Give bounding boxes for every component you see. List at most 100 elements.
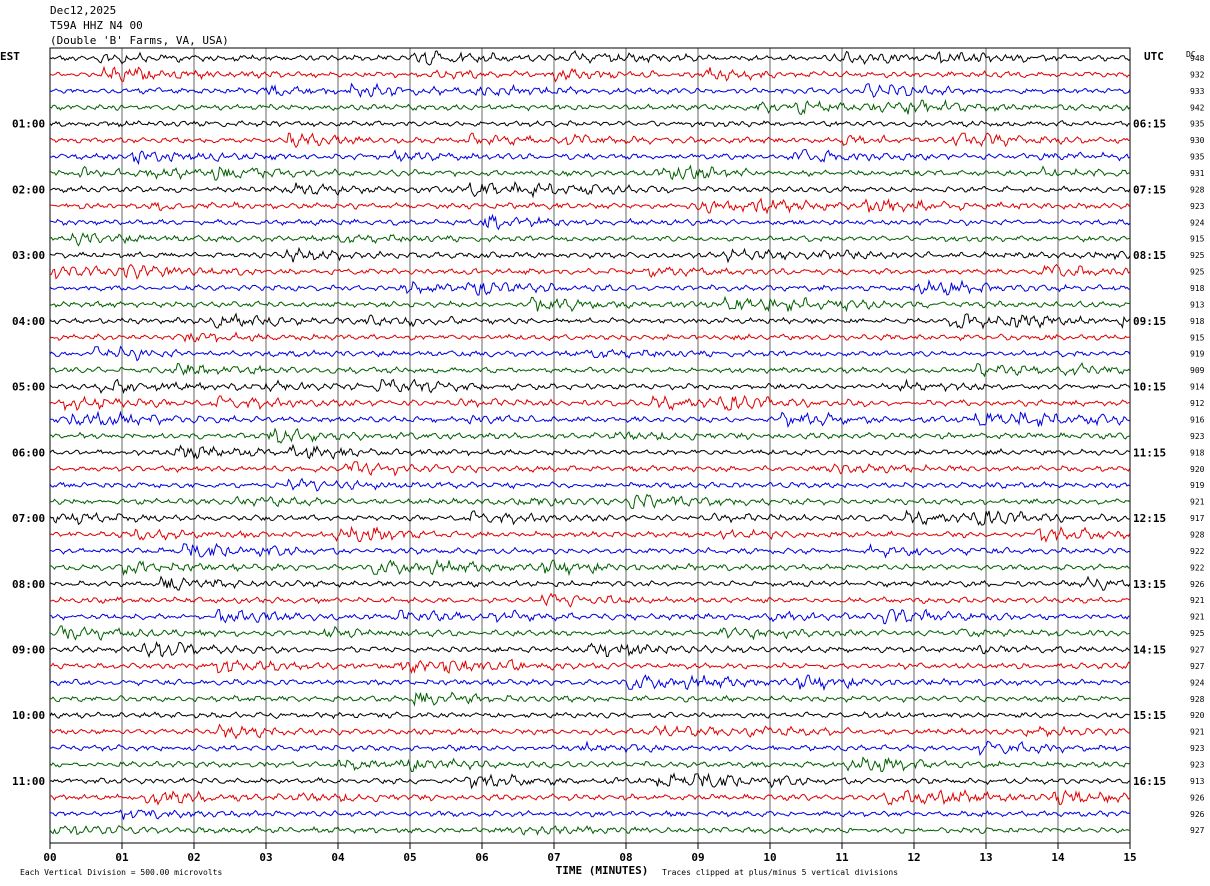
dc-offset-label: 921 — [1190, 613, 1205, 622]
seismic-trace — [49, 197, 1131, 215]
dc-offset-label: 928 — [1190, 695, 1205, 704]
seismic-trace — [49, 608, 1131, 625]
seismic-trace — [49, 295, 1131, 313]
seismic-trace — [49, 493, 1131, 510]
utc-hour-label: 15:15 — [1133, 709, 1166, 722]
dc-offset-label: 916 — [1190, 415, 1205, 424]
seismic-trace — [49, 592, 1131, 608]
est-hour-label: 03:00 — [12, 249, 45, 262]
x-tick-label: 08 — [619, 851, 632, 864]
seismic-trace — [49, 640, 1131, 659]
x-tick-label: 15 — [1123, 851, 1136, 864]
dc-offset-label: 926 — [1190, 810, 1205, 819]
x-tick-label: 10 — [763, 851, 776, 864]
dc-offset-label: 918 — [1190, 284, 1205, 293]
x-tick-label: 00 — [43, 851, 56, 864]
seismic-trace — [49, 164, 1131, 181]
dc-offset-label: 921 — [1190, 596, 1205, 605]
seismic-trace — [49, 674, 1131, 692]
dc-offset-label: 932 — [1190, 70, 1205, 79]
seismic-trace — [49, 575, 1131, 592]
dc-offset-label: 931 — [1190, 169, 1205, 178]
seismic-trace — [49, 723, 1131, 740]
dc-offset-label: 930 — [1190, 136, 1205, 145]
dc-offset-label: 927 — [1190, 826, 1205, 835]
utc-label: UTC — [1144, 50, 1164, 63]
dc-offset-label: 912 — [1190, 399, 1205, 408]
est-hour-label: 11:00 — [12, 775, 45, 788]
dc-offset-label: 924 — [1190, 218, 1205, 227]
seismic-trace — [49, 824, 1131, 836]
est-hour-label: 01:00 — [12, 118, 45, 131]
seismic-trace — [49, 789, 1131, 806]
x-tick-label: 11 — [835, 851, 849, 864]
dc-offset-label: 915 — [1190, 333, 1205, 342]
est-hour-label: 02:00 — [12, 183, 45, 196]
station-label: T59A HHZ N4 00 — [50, 19, 143, 32]
seismic-trace — [49, 279, 1131, 296]
dc-offset-label: 925 — [1190, 629, 1205, 638]
seismic-trace — [49, 246, 1131, 264]
x-tick-label: 09 — [691, 851, 704, 864]
dc-offset-label: 919 — [1190, 350, 1205, 359]
utc-hour-label: 06:15 — [1133, 118, 1166, 131]
dc-offset-label: 948 — [1190, 54, 1205, 63]
scale-note: Each Vertical Division = 500.00 microvol… — [20, 868, 222, 877]
seismic-trace — [49, 509, 1131, 526]
dc-offset-label: 914 — [1190, 383, 1205, 392]
dc-offset-label: 927 — [1190, 662, 1205, 671]
seismic-trace — [49, 525, 1131, 544]
utc-hour-label: 14:15 — [1133, 643, 1166, 656]
seismic-trace — [49, 362, 1131, 378]
x-tick-label: 04 — [331, 851, 345, 864]
seismic-trace — [50, 691, 1131, 707]
date-label: Dec12,2025 — [50, 4, 117, 17]
dc-offset-label: 926 — [1190, 580, 1205, 589]
dc-offset-label: 921 — [1190, 498, 1205, 507]
utc-hour-label: 07:15 — [1133, 183, 1166, 196]
seismic-trace — [49, 49, 1131, 66]
dc-offset-label: 922 — [1190, 563, 1205, 572]
seismic-trace — [49, 82, 1131, 99]
dc-offset-label: 918 — [1190, 317, 1205, 326]
seismic-trace — [49, 711, 1131, 720]
dc-offset-label: 915 — [1190, 235, 1205, 244]
est-hour-label: 06:00 — [12, 446, 45, 459]
traces — [49, 49, 1131, 836]
seismic-trace — [49, 149, 1131, 166]
x-tick-label: 05 — [403, 851, 416, 864]
dc-offset-label: 933 — [1190, 87, 1205, 96]
x-tick-label: 12 — [907, 851, 920, 864]
dc-offset-label: 935 — [1190, 153, 1205, 162]
seismic-trace — [49, 625, 1131, 641]
dc-offset-label: 923 — [1190, 202, 1205, 211]
seismic-trace — [49, 461, 1131, 477]
grid — [49, 47, 1131, 849]
seismic-trace — [49, 378, 1131, 395]
seismic-trace — [49, 394, 1131, 412]
seismic-trace — [49, 427, 1131, 444]
dc-label: DC — [1186, 50, 1196, 59]
x-tick-label: 03 — [259, 851, 272, 864]
dc-offset-label: 920 — [1190, 465, 1205, 474]
utc-hour-label: 11:15 — [1133, 446, 1166, 459]
seismic-trace — [49, 772, 1131, 790]
seismic-trace — [49, 263, 1131, 280]
x-tick-label: 07 — [547, 851, 560, 864]
utc-hour-label: 12:15 — [1133, 512, 1166, 525]
seismic-trace — [49, 232, 1131, 247]
seismic-trace — [49, 542, 1131, 559]
dc-offset-label: 913 — [1190, 777, 1205, 786]
utc-hour-label: 09:15 — [1133, 315, 1166, 328]
dc-offset-label: 921 — [1190, 728, 1205, 737]
utc-hour-label: 08:15 — [1133, 249, 1166, 262]
x-tick-label: 13 — [979, 851, 992, 864]
seismic-trace — [49, 181, 1131, 199]
est-hour-label: 07:00 — [12, 512, 45, 525]
dc-offset-label: 918 — [1190, 448, 1205, 457]
plot-frame — [49, 47, 1131, 844]
dc-offset-label: 922 — [1190, 547, 1205, 556]
est-hour-label: 08:00 — [12, 578, 45, 591]
